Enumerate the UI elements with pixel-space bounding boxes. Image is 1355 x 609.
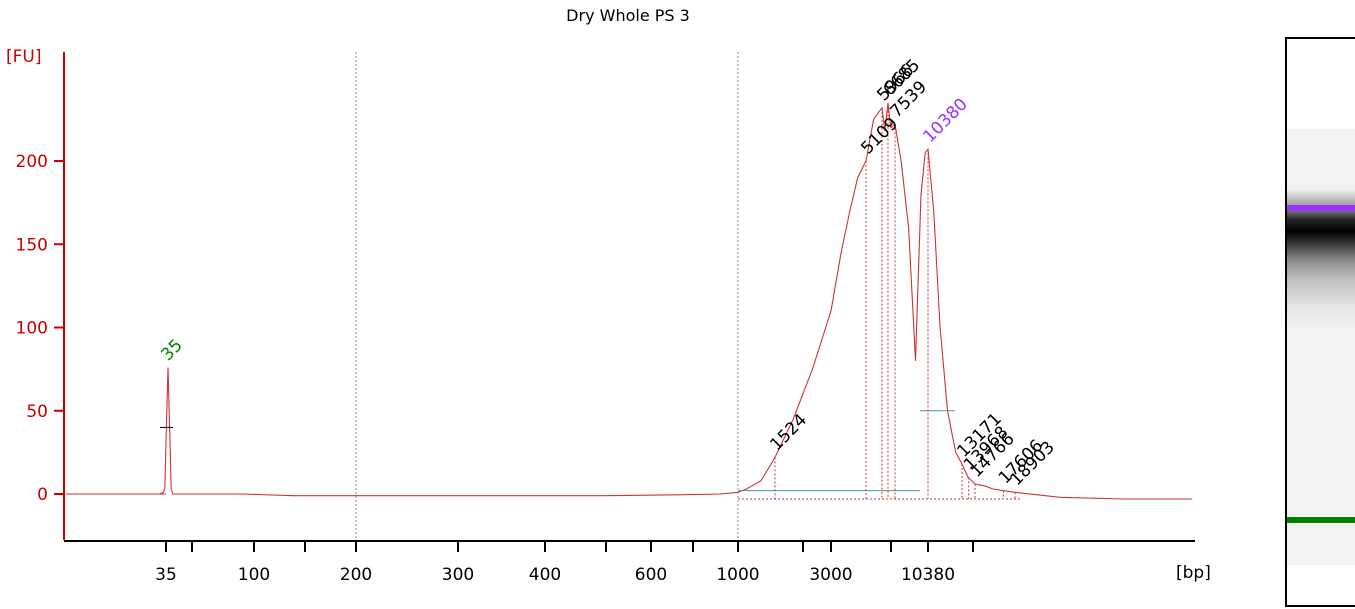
gel-smear — [1287, 189, 1355, 329]
axes-layer: 0 50 100 150 200 35 100 200 300 400 600 1000 3000 103… — [16, 52, 1195, 585]
peak-label-10380: 10380 — [919, 94, 971, 146]
grid-layer — [355, 52, 739, 540]
y-tick-label-0: 0 — [37, 485, 48, 505]
x-tick-label-400: 400 — [529, 565, 561, 585]
gel-lower-marker-band — [1287, 517, 1355, 523]
x-tick-label-100: 100 — [238, 565, 270, 585]
y-tick-label-50: 50 — [26, 402, 48, 422]
marker-layer — [160, 102, 1020, 500]
gel-upper-marker-band — [1287, 205, 1355, 211]
y-tick-label-200: 200 — [16, 152, 48, 172]
x-tick-label-35: 35 — [155, 565, 177, 585]
peak-label-5109: 5109 — [857, 114, 902, 159]
peak-label-35: 35 — [157, 336, 186, 365]
x-axis-label: [bp] — [1176, 563, 1211, 583]
signal-trace — [66, 102, 1192, 500]
x-tick-label-300: 300 — [442, 565, 474, 585]
peak-label-1524: 1524 — [766, 410, 811, 455]
y-tick-label-100: 100 — [16, 319, 48, 339]
x-tick-label-3000: 3000 — [809, 565, 852, 585]
label-layer: 3515245109596666857539103801317113968147… — [157, 56, 1058, 490]
x-tick-label-600: 600 — [635, 565, 667, 585]
trace-layer — [66, 102, 1192, 500]
x-tick-label-10380: 10380 — [901, 565, 955, 585]
y-axis-label: [FU] — [6, 47, 42, 67]
y-tick-label-150: 150 — [16, 235, 48, 255]
chart-title: Dry Whole PS 3 — [566, 6, 690, 25]
x-tick-label-200: 200 — [340, 565, 372, 585]
x-tick-label-1000: 1000 — [716, 565, 759, 585]
electropherogram-plot: 0 50 100 150 200 35 100 200 300 400 600 1000 3000 103… — [6, 47, 1211, 585]
gel-image — [1285, 37, 1355, 607]
